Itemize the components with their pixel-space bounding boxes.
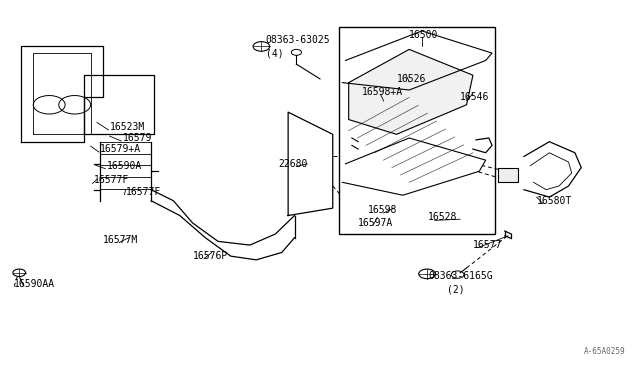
- Text: 16500: 16500: [409, 30, 438, 40]
- Text: 22680: 22680: [278, 159, 308, 169]
- Text: 16526: 16526: [396, 74, 426, 84]
- Text: 16579: 16579: [122, 133, 152, 143]
- Text: 16590A: 16590A: [106, 161, 142, 171]
- Text: 16577F: 16577F: [94, 176, 129, 186]
- Polygon shape: [349, 49, 473, 134]
- Text: 16523M: 16523M: [109, 122, 145, 132]
- Text: 16579+A: 16579+A: [100, 144, 141, 154]
- Text: 16577M: 16577M: [103, 234, 139, 244]
- Text: 08363-6165G: 08363-6165G: [428, 272, 493, 282]
- Text: 16590AA: 16590AA: [14, 279, 55, 289]
- Text: 16597A: 16597A: [358, 218, 394, 228]
- Text: 16577F: 16577F: [125, 186, 161, 196]
- Text: (2): (2): [447, 284, 465, 294]
- Text: 08363-63025: 08363-63025: [266, 35, 330, 45]
- Text: 16580T: 16580T: [537, 196, 572, 206]
- Text: 16598+A: 16598+A: [362, 87, 403, 97]
- Text: 16577: 16577: [473, 240, 502, 250]
- Text: (4): (4): [266, 48, 284, 58]
- Text: 16546: 16546: [460, 92, 490, 102]
- Text: A-65A0259: A-65A0259: [584, 347, 626, 356]
- Bar: [339, 27, 495, 234]
- Text: 16576P: 16576P: [193, 251, 228, 261]
- Text: 16598: 16598: [368, 205, 397, 215]
- Text: 16528: 16528: [428, 212, 458, 222]
- Bar: [499, 167, 518, 182]
